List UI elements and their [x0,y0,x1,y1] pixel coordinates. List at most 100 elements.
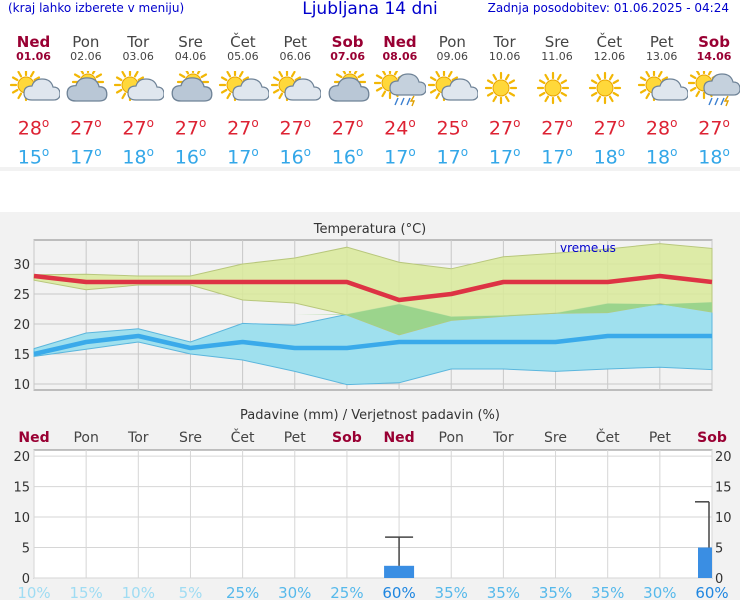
precip-day-label: Pet [284,430,307,446]
day-name: Sob [688,34,740,51]
day-date: 12.06 [583,51,635,63]
precip-probability: 60% [695,584,728,600]
precip-probability: 15% [69,584,102,600]
precip-day-label: Čet [231,428,255,446]
min-temp: 15o [8,140,60,169]
precip-chart-title: Padavine (mm) / Verjetnost padavin (%) [240,408,500,423]
precip-y-tick-left: 5 [22,542,30,557]
precip-probability: 35% [487,584,520,600]
precip-y-tick-right: 10 [715,511,732,526]
precip-y-tick-left: 10 [13,511,30,526]
precip-day-label: Pon [439,430,464,446]
day-date: 09.06 [426,51,478,63]
precip-day-label: Ned [383,430,414,446]
day-name: Sre [165,34,217,51]
min-temp: 16o [165,140,217,169]
temp-y-tick: 25 [13,288,30,303]
day-name: Pet [269,34,321,51]
temp-y-tick: 15 [13,348,30,363]
day-name: Čet [583,34,635,51]
max-temp: 28o [8,111,60,140]
min-temp: 16o [322,140,374,169]
min-temp: 17o [374,140,426,169]
temp-y-tick: 10 [13,378,30,393]
precip-day-label: Sob [697,430,727,446]
cloudy-sun-icon [322,71,374,107]
precip-bar [698,548,712,578]
day-name: Ned [374,34,426,51]
partly-sunny-icon [8,71,60,107]
precip-plot-area [34,450,712,578]
partly-sunny-icon [217,71,269,107]
rain-storm-icon [374,71,426,107]
precip-probability: 5% [179,584,203,600]
rain-storm-icon [688,71,740,107]
precip-y-tick-right: 20 [715,450,732,465]
max-temp: 25o [426,111,478,140]
precip-probability: 30% [643,584,676,600]
day-name: Pon [426,34,478,51]
precip-y-tick-left: 15 [13,481,30,496]
forecast-charts: Temperatura (°C)1015202530vreme.usPadavi… [0,212,740,600]
precip-probability: 30% [278,584,311,600]
min-temp: 16o [269,140,321,169]
precip-day-label: Pet [649,430,672,446]
precip-probability: 25% [330,584,363,600]
precip-day-label: Tor [492,430,514,446]
watermark: vreme.us [560,241,616,255]
precip-probability: 10% [17,584,50,600]
day-date: 10.06 [479,51,531,63]
min-temp: 17o [479,140,531,169]
temp-y-tick: 20 [13,318,30,333]
cloudy-sun-icon [60,71,112,107]
min-temp: 18o [112,140,164,169]
precip-probability: 35% [435,584,468,600]
temp-chart-title: Temperatura (°C) [313,222,426,237]
max-temp: 27o [688,111,740,140]
precip-day-label: Ned [18,430,49,446]
precip-probability: 25% [226,584,259,600]
day-name: Sob [322,34,374,51]
min-temp: 17o [60,140,112,169]
partly-sunny-icon [112,71,164,107]
min-temp: 17o [217,140,269,169]
day-date: 13.06 [636,51,688,63]
day-date: 02.06 [60,51,112,63]
max-temp: 27o [479,111,531,140]
page-header: (kraj lahko izberete v meniju) Ljubljana… [0,0,740,22]
cloudy-sun-icon [165,71,217,107]
day-date: 04.06 [165,51,217,63]
partly-sunny-icon [636,71,688,107]
day-date: 03.06 [112,51,164,63]
day-date: 01.06 [8,51,60,63]
partly-sunny-icon [269,71,321,107]
precip-day-label: Pon [73,430,98,446]
max-temp: 27o [165,111,217,140]
max-temp: 24o [374,111,426,140]
max-temp: 27o [583,111,635,140]
precip-day-label: Sre [544,430,567,446]
max-temp: 27o [112,111,164,140]
precip-probability: 60% [382,584,415,600]
sunny-icon [479,71,531,107]
day-date: 14.06 [688,51,740,63]
precip-day-label: Tor [127,430,149,446]
max-temp: 27o [60,111,112,140]
day-date: 11.06 [531,51,583,63]
precip-y-tick-right: 5 [715,542,723,557]
